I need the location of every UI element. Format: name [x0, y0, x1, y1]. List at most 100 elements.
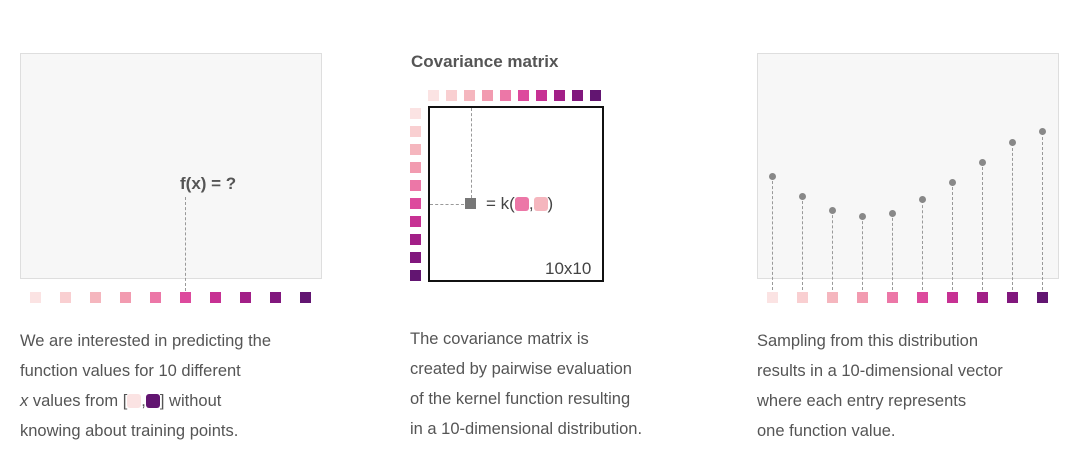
sample-stem — [1012, 142, 1013, 290]
unknown-function-label: f(x) = ? — [180, 174, 237, 193]
x-value-square — [240, 292, 251, 303]
kernel-suffix: ) — [547, 194, 554, 213]
sample-stem — [982, 162, 983, 290]
sample-point — [979, 158, 986, 166]
column-dashed-line — [471, 108, 472, 198]
sample-stem — [922, 199, 923, 290]
caption-line: created by pairwise evaluation — [410, 360, 632, 378]
kernel-arg1-swatch — [514, 197, 529, 211]
row-square — [410, 198, 421, 209]
sample-stem — [952, 182, 953, 290]
sample-point — [889, 209, 896, 217]
column-square — [428, 90, 439, 101]
caption-line: The covariance matrix is — [410, 330, 589, 348]
caption-fragment: values from [ — [28, 392, 128, 410]
x-value-square — [90, 292, 101, 303]
row-dashed-line — [430, 204, 464, 205]
panel-covariance-matrix: Covariance matrix = k(,) 10x10 The covar… — [380, 0, 710, 453]
kernel-prefix: = k( — [486, 194, 515, 213]
column-square — [590, 90, 601, 101]
sample-stem — [772, 176, 773, 290]
row-square — [410, 234, 421, 245]
sample-point — [769, 172, 776, 180]
kernel-expression: = k(,) — [486, 194, 553, 214]
row-square — [410, 144, 421, 155]
caption-line: of the kernel function resulting — [410, 390, 631, 408]
sample-x-square — [857, 292, 868, 303]
column-square — [554, 90, 565, 101]
x-value-square — [300, 292, 311, 303]
column-square — [446, 90, 457, 101]
matrix-size-label: 10x10 — [545, 259, 592, 278]
column-square — [500, 90, 511, 101]
caption-line: where each entry represents — [757, 392, 967, 410]
panel3-caption: Sampling from this distribution results … — [757, 326, 1003, 446]
row-square — [410, 126, 421, 137]
function-plot-area — [20, 53, 322, 279]
row-square — [410, 270, 421, 281]
row-square — [410, 108, 421, 119]
query-dashed-line — [185, 197, 186, 291]
x-value-square — [30, 292, 41, 303]
kernel-arg2-swatch — [533, 197, 548, 211]
row-square — [410, 216, 421, 227]
column-square — [518, 90, 529, 101]
sample-x-square — [1007, 292, 1018, 303]
x-value-square — [210, 292, 221, 303]
sample-x-square — [827, 292, 838, 303]
sample-point — [919, 196, 926, 204]
panel1-caption: We are interested in predicting the func… — [20, 326, 271, 446]
row-square — [410, 180, 421, 191]
sample-x-square — [767, 292, 778, 303]
kernel-comma: , — [528, 194, 534, 213]
sample-x-square — [947, 292, 958, 303]
covariance-title: Covariance matrix — [411, 52, 559, 71]
caption-line: in a 10-dimensional distribution. — [410, 420, 643, 438]
x-value-square — [60, 292, 71, 303]
caption-line: Sampling from this distribution — [757, 332, 979, 350]
sample-stem — [862, 216, 863, 290]
panel-sampled-vector: Sampling from this distribution results … — [740, 0, 1080, 453]
column-square — [464, 90, 475, 101]
panel-input-points: f(x) = ? We are interested in predicting… — [0, 0, 340, 453]
sample-stem — [1042, 131, 1043, 290]
column-square — [482, 90, 493, 101]
sample-point — [1009, 139, 1016, 147]
first-color-swatch — [127, 394, 142, 408]
matrix-entry-square — [465, 198, 476, 209]
last-color-swatch — [145, 394, 160, 408]
sample-point — [859, 212, 866, 220]
sample-x-square — [977, 292, 988, 303]
sample-plot-area — [757, 53, 1059, 279]
column-square — [536, 90, 547, 101]
x-value-square — [120, 292, 131, 303]
x-variable: x — [20, 392, 29, 410]
sample-point — [799, 192, 806, 200]
sample-point — [949, 178, 956, 186]
sample-x-square — [917, 292, 928, 303]
row-square — [410, 252, 421, 263]
sample-x-square — [797, 292, 808, 303]
caption-line: function values for 10 different — [20, 362, 241, 380]
row-square — [410, 162, 421, 173]
caption-line: We are interested in predicting the — [20, 332, 272, 350]
x-value-square — [270, 292, 281, 303]
sample-stem — [832, 210, 833, 290]
caption-line: x values from [, ] without — [20, 386, 271, 416]
sample-x-square — [1037, 292, 1048, 303]
caption-line: one function value. — [757, 422, 896, 440]
sample-x-square — [887, 292, 898, 303]
caption-line: results in a 10-dimensional vector — [757, 362, 1003, 380]
sample-point — [1039, 128, 1046, 136]
x-value-square — [150, 292, 161, 303]
covariance-matrix-box — [428, 106, 604, 282]
column-square — [572, 90, 583, 101]
caption-fragment: , — [141, 392, 146, 410]
caption-fragment: ] without — [159, 392, 222, 410]
sample-point — [829, 206, 836, 214]
caption-line: knowing about training points. — [20, 422, 239, 440]
panel2-caption: The covariance matrix is created by pair… — [410, 324, 642, 444]
sample-stem — [802, 196, 803, 290]
x-value-square — [180, 292, 191, 303]
sample-stem — [892, 213, 893, 290]
